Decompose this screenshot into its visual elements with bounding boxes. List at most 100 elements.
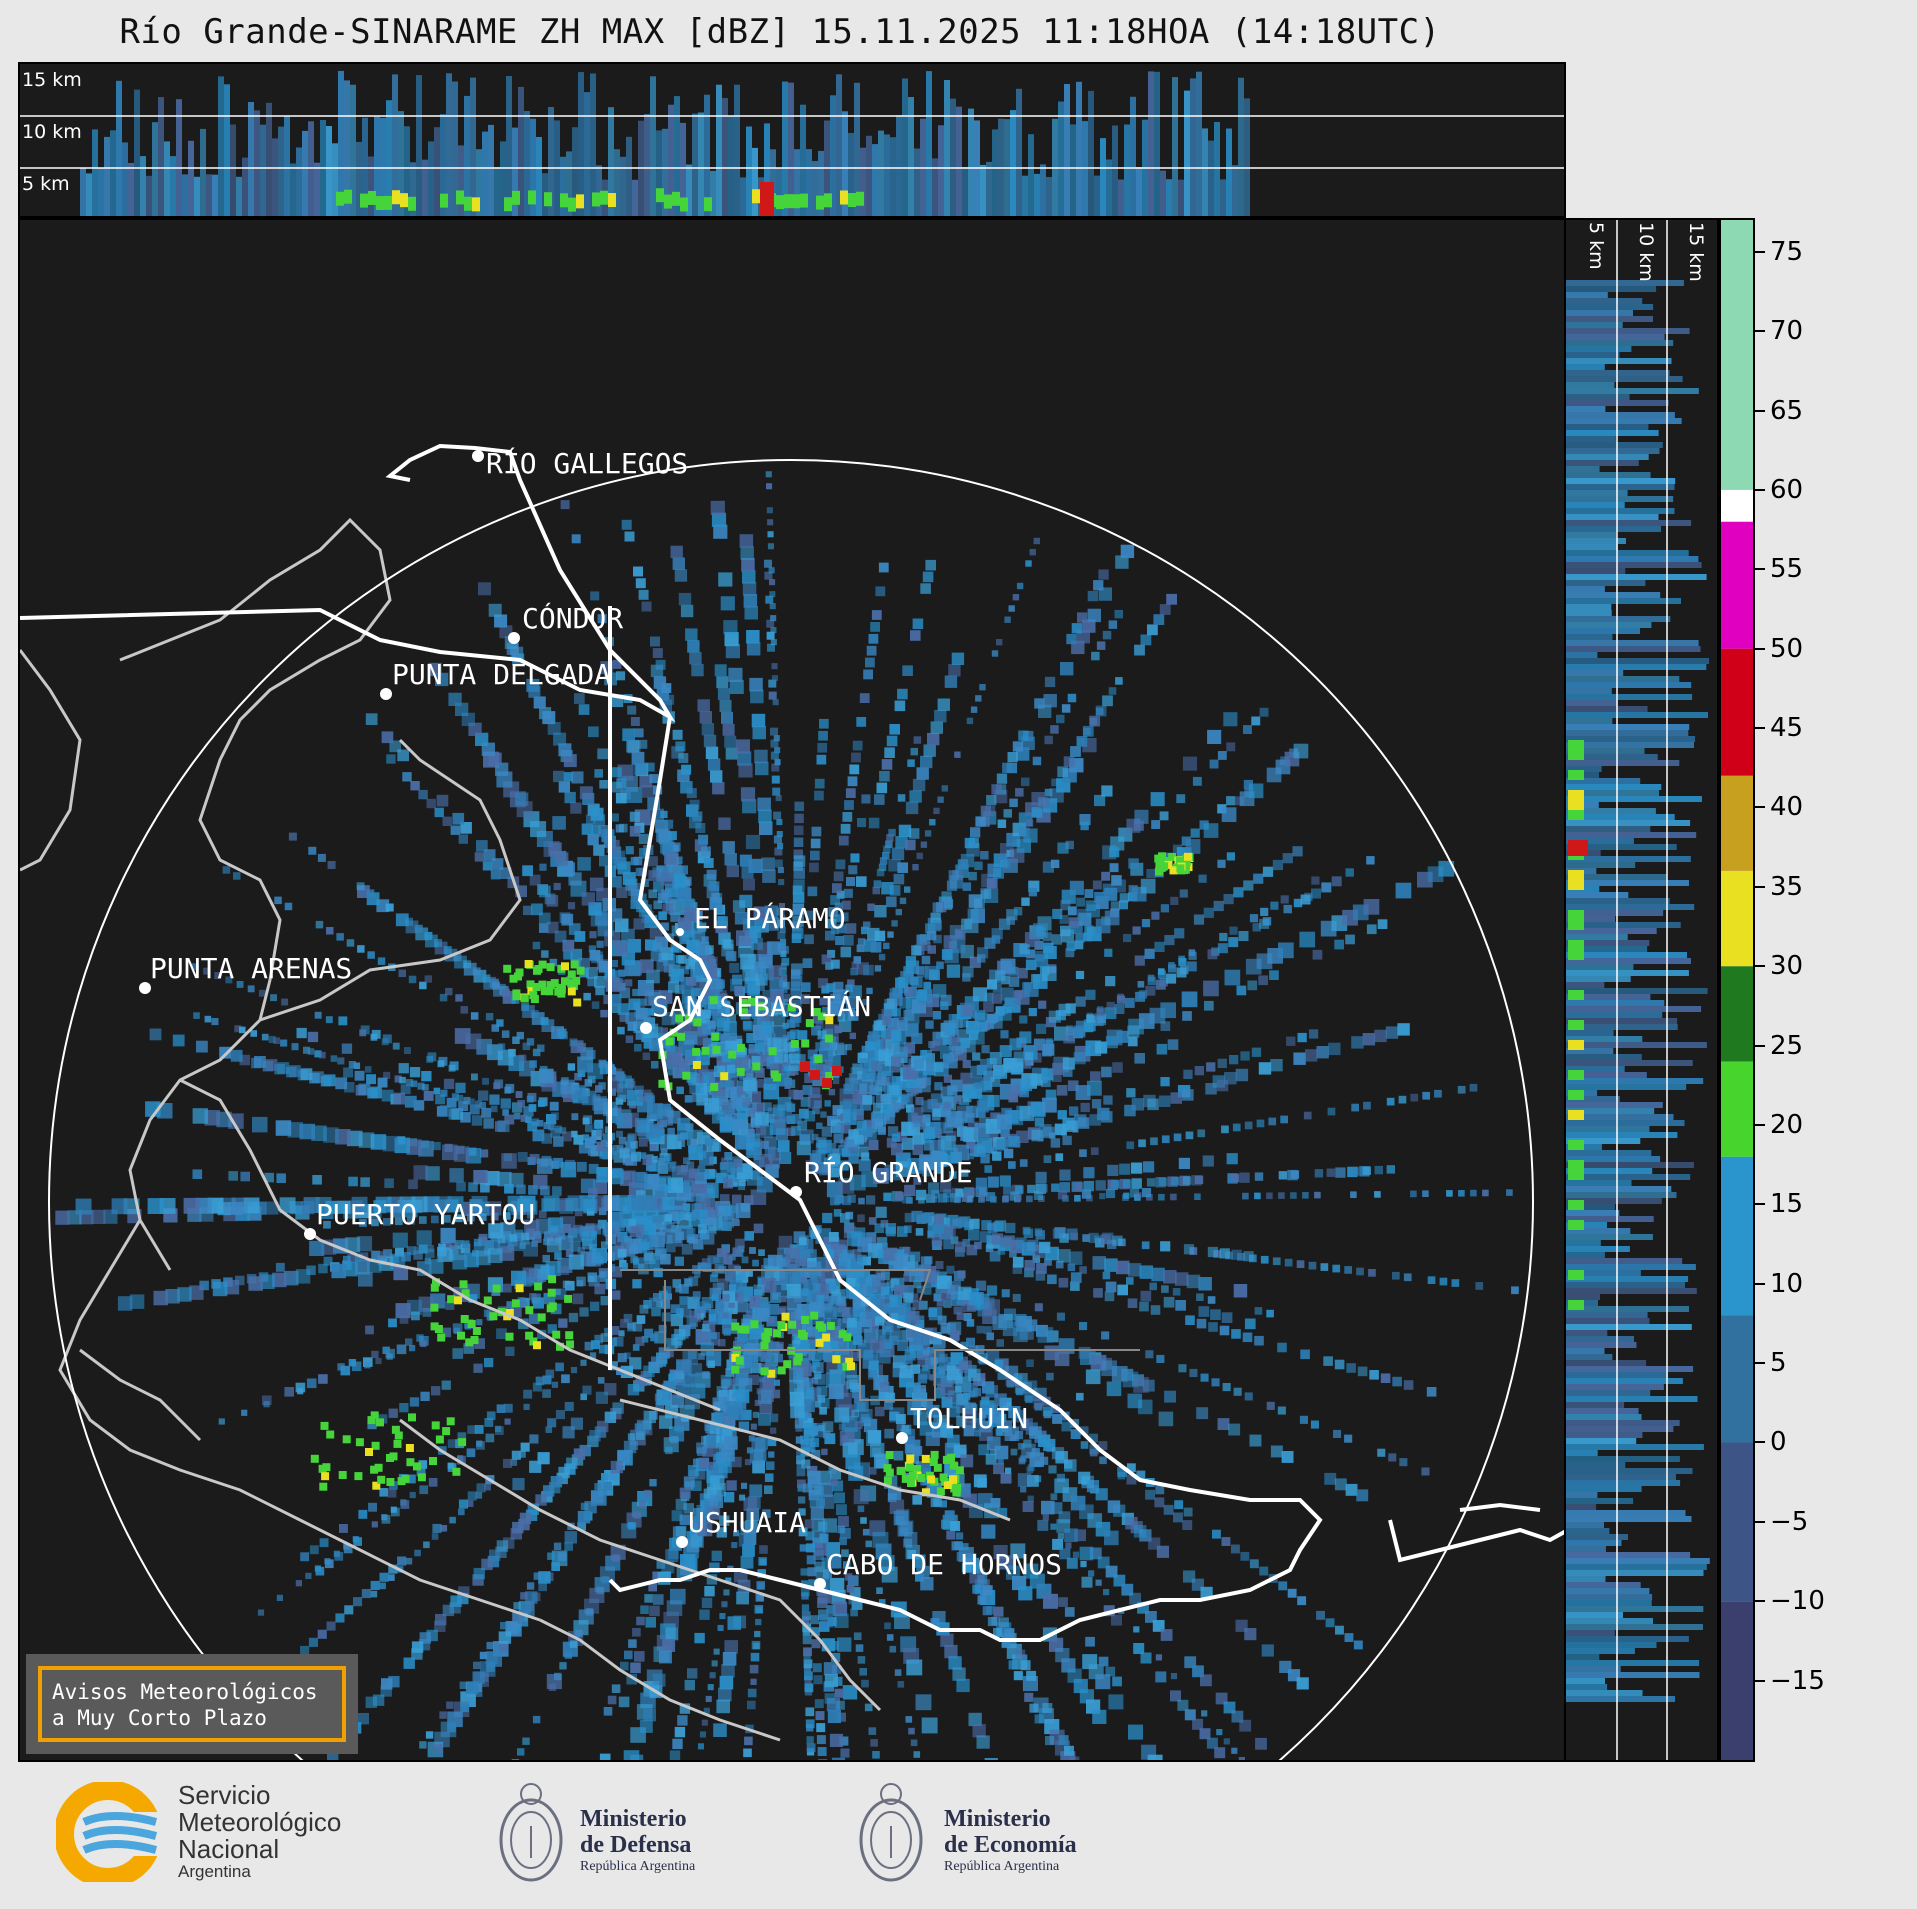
echo-cell: [307, 1031, 319, 1043]
echo-cell: [1006, 909, 1018, 921]
echo-cell: [832, 883, 842, 893]
echo-cell: [920, 583, 931, 594]
echo-cell: [528, 1185, 538, 1195]
echo-cell: [630, 1141, 638, 1149]
echo-cell: [838, 835, 849, 846]
echo-cell: [398, 969, 406, 978]
echo-cell: [196, 1040, 208, 1053]
echo-cell: [384, 1178, 394, 1188]
echo-cell: [921, 955, 931, 965]
echo-cell: [881, 1070, 894, 1082]
top-echo-column: [1172, 77, 1178, 216]
top-echo-column: [686, 164, 692, 216]
top-echo-column: [1226, 128, 1232, 216]
top-echo-column: [752, 147, 758, 216]
echo-cell: [629, 811, 640, 822]
echo-cell: [979, 1195, 986, 1202]
echo-cell: [766, 619, 775, 628]
echo-cell: [875, 1206, 887, 1218]
echo-cell: [1243, 725, 1252, 734]
echo-cell: [903, 966, 914, 977]
echo-cell: [1377, 919, 1388, 929]
echo-cell: [941, 785, 948, 792]
echo-cell: [814, 778, 825, 789]
echo-cell: [975, 1280, 987, 1291]
echo-cell: [1052, 1062, 1065, 1075]
echo-cell: [513, 1112, 521, 1120]
top-echo-strong: [856, 191, 864, 206]
echo-cell: [1135, 991, 1146, 1002]
top-echo-strong: [608, 193, 616, 208]
echo-cell: [1239, 1172, 1250, 1183]
top-echo-strong: [344, 189, 352, 204]
top-echo-column: [1100, 138, 1106, 216]
echo-cell: [1104, 1291, 1115, 1302]
echo-cell: [1112, 1235, 1123, 1246]
echo-cell: [555, 852, 569, 866]
echo-cell: [944, 1224, 956, 1237]
echo-cell: [501, 1153, 517, 1169]
top-echo-column: [746, 126, 752, 216]
echo-cell: [1209, 759, 1219, 769]
echo-cell: [1027, 1239, 1039, 1252]
echo-cell: [970, 827, 981, 838]
top-echo-column: [1076, 81, 1082, 216]
echo-cell: [1255, 1737, 1267, 1750]
echo-cell: [974, 1241, 982, 1250]
top-echo-column: [434, 127, 440, 216]
echo-cell: [899, 1365, 913, 1378]
radar-map-panel[interactable]: RÍO GALLEGOS CÓNDOR PUNTA DELGADA PUNTA …: [18, 218, 1566, 1762]
echo-cell: [675, 856, 683, 864]
echo-cell: [873, 880, 882, 888]
echo-cell: [336, 933, 344, 941]
echo-cell: [1071, 623, 1082, 634]
echo-cell: [723, 1255, 733, 1265]
top-echo-column: [140, 156, 146, 216]
echo-cell: [314, 1011, 322, 1019]
echo-cell: [1042, 861, 1054, 873]
echo-cell: [766, 631, 775, 640]
echo-cell: [1001, 1289, 1010, 1298]
echo-cell: [658, 1324, 667, 1333]
echo-cell: [920, 755, 933, 769]
echo-cell: [409, 1397, 420, 1407]
echo-cell: [1126, 1088, 1136, 1098]
echo-cell: [607, 1695, 617, 1705]
echo-cell: [1137, 981, 1145, 988]
echo-cell: [843, 935, 854, 946]
echo-cell: [662, 1639, 676, 1652]
echo-cell: [897, 688, 908, 700]
echo-cell: [1356, 1489, 1369, 1502]
echo-cell: [672, 729, 683, 740]
echo-cell: [1258, 1062, 1272, 1075]
echo-cell: [996, 773, 1008, 784]
echo-cell: [473, 1567, 485, 1580]
echo-cell: [434, 1743, 443, 1753]
top-echo-column: [320, 120, 326, 216]
echo-cell: [643, 1708, 656, 1722]
echo-cell: [843, 1083, 854, 1095]
echo-cell: [880, 1220, 889, 1228]
echo-cell: [856, 717, 867, 727]
echo-cell: [649, 1258, 660, 1270]
top-echo-column: [536, 137, 542, 216]
echo-cell: [523, 905, 533, 916]
echo-cell: [1320, 1263, 1329, 1271]
echo-cell: [1300, 894, 1311, 905]
echo-cell: [381, 1089, 394, 1102]
top-echo-strong: [544, 192, 552, 207]
echo-cell: [457, 1592, 469, 1605]
top-echo-column: [734, 84, 740, 216]
echo-cell: [399, 1076, 406, 1084]
echo-cell: [1223, 712, 1238, 727]
echo-cell: [1207, 1296, 1216, 1304]
top-echo-layer: [80, 70, 1250, 216]
echo-cell: [956, 1678, 970, 1693]
echo-cell: [1422, 1091, 1430, 1100]
echo-cell: [547, 1418, 557, 1428]
echo-cell: [972, 1052, 981, 1061]
echo-cell: [776, 907, 785, 916]
echo-cell: [937, 698, 950, 711]
echo-cell: [661, 683, 672, 694]
echo-cell: [977, 954, 986, 963]
